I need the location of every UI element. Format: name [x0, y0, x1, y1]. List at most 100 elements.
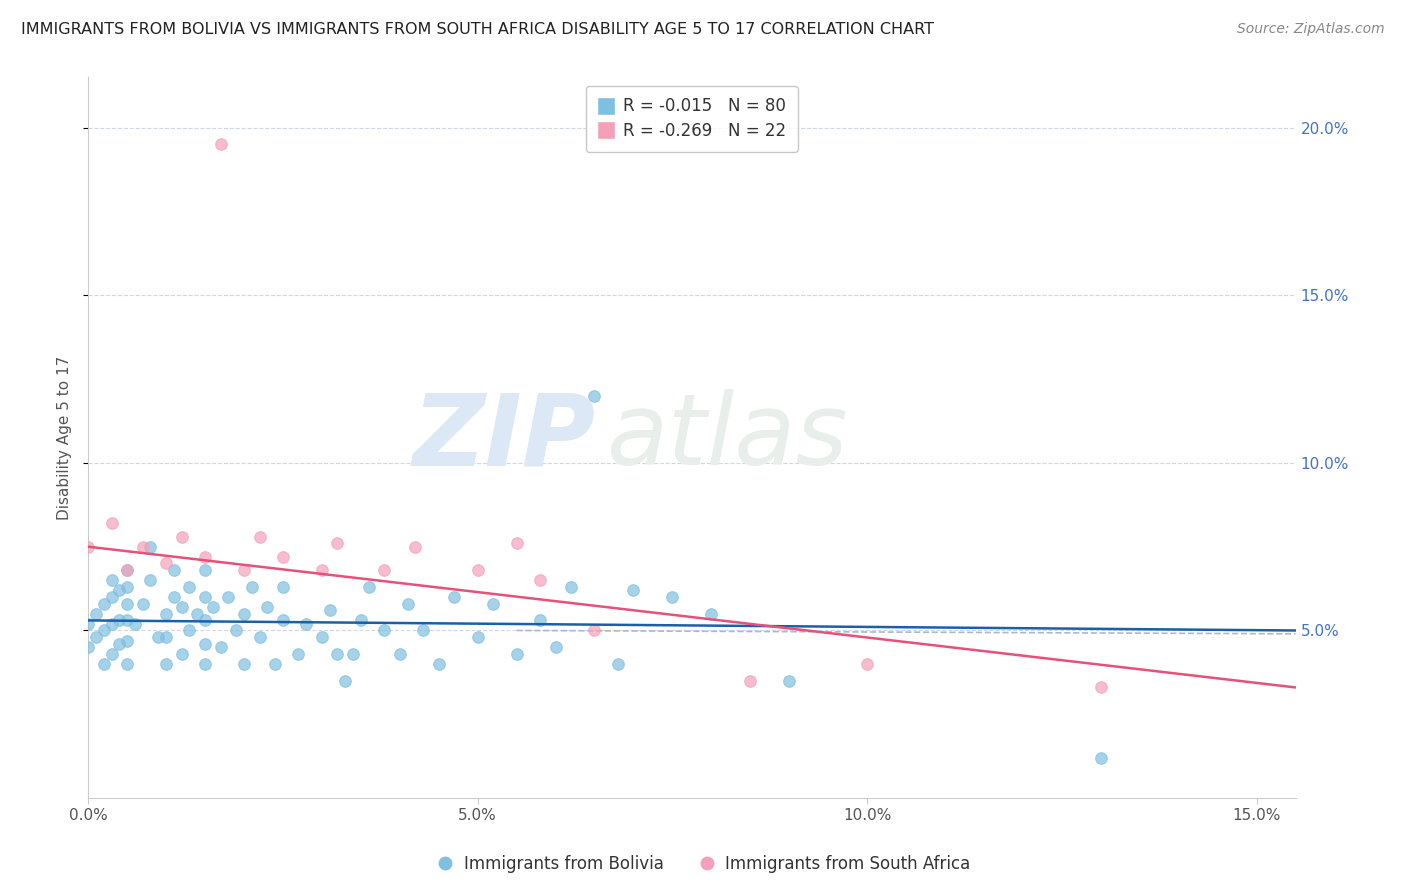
Point	[271, 549, 294, 564]
Point	[115, 633, 138, 648]
Text: Source: ZipAtlas.com: Source: ZipAtlas.com	[1237, 22, 1385, 37]
Point	[311, 563, 333, 577]
Point	[225, 624, 247, 638]
Point	[163, 590, 186, 604]
Text: IMMIGRANTS FROM BOLIVIA VS IMMIGRANTS FROM SOUTH AFRICA DISABILITY AGE 5 TO 17 C: IMMIGRANTS FROM BOLIVIA VS IMMIGRANTS FR…	[21, 22, 934, 37]
Point	[318, 603, 340, 617]
Point	[108, 583, 131, 598]
Text: atlas: atlas	[607, 389, 849, 486]
Point	[240, 580, 263, 594]
Y-axis label: Disability Age 5 to 17: Disability Age 5 to 17	[58, 356, 72, 520]
Point	[583, 389, 606, 403]
Point	[373, 624, 395, 638]
Point	[77, 540, 100, 554]
Point	[194, 657, 217, 671]
Point	[155, 657, 177, 671]
Point	[170, 530, 193, 544]
Point	[84, 630, 107, 644]
Point	[1090, 681, 1112, 695]
Point	[233, 607, 256, 621]
Point	[856, 657, 879, 671]
Point	[700, 607, 723, 621]
Point	[139, 540, 162, 554]
Point	[287, 647, 309, 661]
Point	[100, 590, 122, 604]
Legend: R = -0.015   N = 80, R = -0.269   N = 22: R = -0.015 N = 80, R = -0.269 N = 22	[586, 86, 797, 152]
Point	[179, 624, 201, 638]
Point	[179, 580, 201, 594]
Point	[467, 630, 489, 644]
Point	[271, 580, 294, 594]
Point	[93, 657, 115, 671]
Point	[217, 590, 239, 604]
Point	[482, 597, 505, 611]
Point	[505, 536, 527, 550]
Point	[108, 614, 131, 628]
Point	[194, 614, 217, 628]
Point	[233, 563, 256, 577]
Point	[256, 600, 278, 615]
Legend: Immigrants from Bolivia, Immigrants from South Africa: Immigrants from Bolivia, Immigrants from…	[429, 848, 977, 880]
Point	[100, 647, 122, 661]
Point	[100, 516, 122, 531]
Point	[1090, 751, 1112, 765]
Point	[249, 630, 271, 644]
Point	[186, 607, 208, 621]
Point	[529, 614, 551, 628]
Point	[404, 540, 426, 554]
Point	[412, 624, 434, 638]
Point	[443, 590, 465, 604]
Point	[529, 573, 551, 587]
Point	[778, 673, 800, 688]
Point	[740, 673, 762, 688]
Point	[295, 616, 318, 631]
Point	[427, 657, 450, 671]
Point	[148, 630, 170, 644]
Text: ZIP: ZIP	[412, 389, 595, 486]
Point	[201, 600, 224, 615]
Point	[233, 657, 256, 671]
Point	[209, 137, 232, 152]
Point	[131, 540, 153, 554]
Point	[311, 630, 333, 644]
Point	[583, 624, 606, 638]
Point	[155, 630, 177, 644]
Point	[264, 657, 287, 671]
Point	[388, 647, 411, 661]
Point	[326, 647, 349, 661]
Point	[108, 637, 131, 651]
Point	[170, 647, 193, 661]
Point	[84, 607, 107, 621]
Point	[170, 600, 193, 615]
Point	[249, 530, 271, 544]
Point	[194, 637, 217, 651]
Point	[194, 590, 217, 604]
Point	[155, 557, 177, 571]
Point	[115, 580, 138, 594]
Point	[623, 583, 645, 598]
Point	[560, 580, 582, 594]
Point	[209, 640, 232, 655]
Point	[77, 640, 100, 655]
Point	[606, 657, 628, 671]
Point	[271, 614, 294, 628]
Point	[100, 616, 122, 631]
Point	[194, 563, 217, 577]
Point	[661, 590, 683, 604]
Point	[77, 616, 100, 631]
Point	[350, 614, 373, 628]
Point	[505, 647, 527, 661]
Point	[115, 563, 138, 577]
Point	[124, 616, 146, 631]
Point	[163, 563, 186, 577]
Point	[357, 580, 380, 594]
Point	[93, 624, 115, 638]
Point	[115, 657, 138, 671]
Point	[115, 597, 138, 611]
Point	[326, 536, 349, 550]
Point	[396, 597, 419, 611]
Point	[93, 597, 115, 611]
Point	[131, 597, 153, 611]
Point	[100, 573, 122, 587]
Point	[544, 640, 567, 655]
